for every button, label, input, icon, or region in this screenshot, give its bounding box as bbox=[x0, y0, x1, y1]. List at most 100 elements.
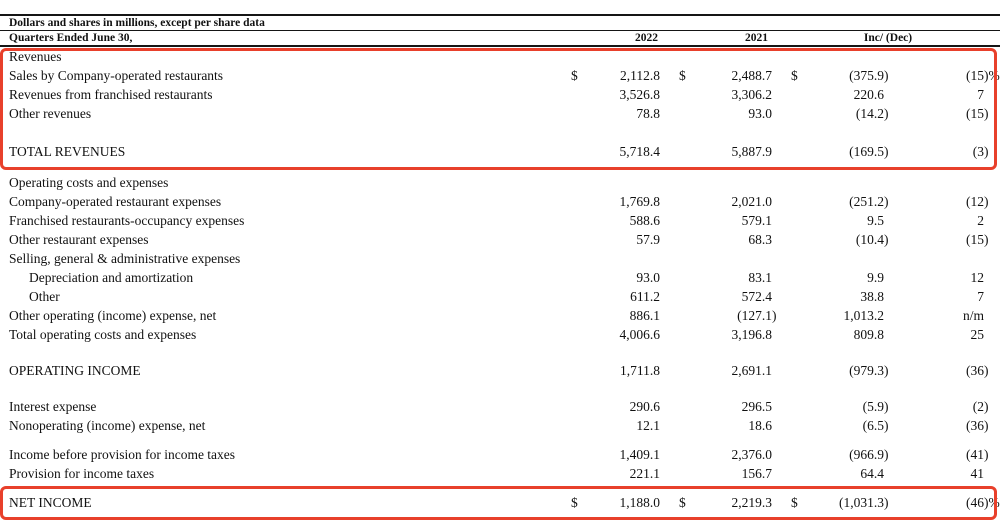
cell-2021: 2,021.0 bbox=[697, 192, 779, 211]
table-row: Interest expense 290.6 296.5 (5.9) (2) bbox=[0, 397, 997, 416]
cell-2021: 68.3 bbox=[697, 230, 779, 249]
cell-value: 7 bbox=[977, 289, 984, 304]
dollar-sign bbox=[779, 104, 809, 123]
cell-value: (251.2 bbox=[849, 194, 884, 209]
cell-value: (15 bbox=[966, 68, 984, 83]
cell-inc-dec bbox=[809, 249, 891, 268]
row-label: Other restaurant expenses bbox=[9, 232, 149, 247]
spacer-row bbox=[0, 435, 997, 445]
cell-value: (36 bbox=[966, 363, 984, 378]
row-label: Total operating costs and expenses bbox=[9, 327, 197, 342]
table-row: Other 611.2 572.4 38.8 7 bbox=[0, 287, 997, 306]
dollar-sign bbox=[667, 104, 697, 123]
cell-inc-dec: 220.6 bbox=[809, 85, 891, 104]
cell-value: 5,887.9 bbox=[731, 144, 773, 159]
cell-2022: 12.1 bbox=[588, 416, 667, 435]
cell-2022: 5,718.4 bbox=[588, 142, 667, 161]
cell-value: 68.3 bbox=[748, 232, 772, 247]
cell-value: 12 bbox=[970, 270, 985, 285]
cell-2022: 1,188.0 bbox=[588, 493, 667, 512]
dollar-sign bbox=[779, 211, 809, 230]
dollar-sign bbox=[779, 325, 809, 344]
dollar-sign bbox=[779, 85, 809, 104]
cell-value: (1,031.3 bbox=[839, 495, 884, 510]
cell-value: 38.8 bbox=[860, 289, 884, 304]
section-row: Selling, general & administrative expens… bbox=[0, 249, 997, 268]
dollar-sign bbox=[779, 142, 809, 161]
dollar-sign bbox=[667, 142, 697, 161]
cell-suffix: ) bbox=[984, 144, 989, 159]
cell-2022: 3,526.8 bbox=[588, 85, 667, 104]
cell-value: 1,409.1 bbox=[619, 447, 661, 462]
cell-suffix: ) bbox=[984, 194, 989, 209]
dollar-sign bbox=[568, 464, 588, 483]
cell-value: (36 bbox=[966, 418, 984, 433]
cell-suffix: ) bbox=[884, 495, 889, 510]
row-label: Income before provision for income taxes bbox=[9, 447, 236, 462]
spacer-row bbox=[0, 161, 997, 173]
cell-value: (5.9 bbox=[862, 399, 884, 414]
dollar-sign bbox=[779, 192, 809, 211]
dollar-sign bbox=[779, 464, 809, 483]
cell-inc-dec: (5.9) bbox=[809, 397, 891, 416]
dollar-sign bbox=[568, 361, 588, 380]
cell-2022: 1,769.8 bbox=[588, 192, 667, 211]
cell-value: 4,006.6 bbox=[619, 327, 661, 342]
cell-value: 2 bbox=[977, 213, 984, 228]
row-label: Other operating (income) expense, net bbox=[9, 308, 217, 323]
row-label: Nonoperating (income) expense, net bbox=[9, 418, 206, 433]
dollar-sign: $ bbox=[791, 495, 798, 510]
cell-2022 bbox=[588, 47, 667, 66]
cell-value: 1,188.0 bbox=[619, 495, 661, 510]
dollar-sign bbox=[779, 47, 809, 66]
cell-suffix: ) bbox=[984, 232, 989, 247]
cell-suffix: )% bbox=[984, 495, 1000, 510]
table-row: OPERATING INCOME 1,711.8 2,691.1 (979.3) (36… bbox=[0, 361, 997, 380]
cell-2021: 3,306.2 bbox=[697, 85, 779, 104]
cell-inc-dec: (966.9) bbox=[809, 445, 891, 464]
cell-value: 579.1 bbox=[741, 213, 772, 228]
cell-2021: 93.0 bbox=[697, 104, 779, 123]
cell-percent: (12) bbox=[891, 192, 997, 211]
dollar-sign bbox=[667, 249, 697, 268]
cell-2022: 93.0 bbox=[588, 268, 667, 287]
cell-inc-dec: (6.5) bbox=[809, 416, 891, 435]
dollar-sign bbox=[667, 211, 697, 230]
cell-suffix: ) bbox=[884, 144, 889, 159]
dollar-sign bbox=[667, 268, 697, 287]
dollar-sign bbox=[568, 397, 588, 416]
cell-percent bbox=[891, 173, 997, 192]
row-label: NET INCOME bbox=[9, 495, 92, 510]
cell-suffix: ) bbox=[884, 194, 889, 209]
cell-inc-dec bbox=[809, 47, 891, 66]
table-row: Nonoperating (income) expense, net 12.1 18… bbox=[0, 416, 997, 435]
dollar-sign bbox=[568, 192, 588, 211]
cell-value: (10.4 bbox=[855, 232, 884, 247]
cell-value: 290.6 bbox=[629, 399, 660, 414]
cell-suffix: ) bbox=[884, 232, 889, 247]
cell-2022: 221.1 bbox=[588, 464, 667, 483]
dollar-sign bbox=[568, 230, 588, 249]
cell-percent: 25 bbox=[891, 325, 997, 344]
cell-2021 bbox=[697, 47, 779, 66]
cell-2021: 579.1 bbox=[697, 211, 779, 230]
cell-value: 221.1 bbox=[629, 466, 660, 481]
cell-2021: 572.4 bbox=[697, 287, 779, 306]
cell-percent: 12 bbox=[891, 268, 997, 287]
cell-2021: 2,376.0 bbox=[697, 445, 779, 464]
cell-percent: (36) bbox=[891, 361, 997, 380]
cell-value: 64.4 bbox=[860, 466, 884, 481]
dollar-sign bbox=[568, 211, 588, 230]
cell-value: (15 bbox=[966, 106, 984, 121]
table-row: Other revenues 78.8 93.0 (14.2) (15) bbox=[0, 104, 997, 123]
cell-value: 886.1 bbox=[629, 308, 660, 323]
cell-value: 2,488.7 bbox=[731, 68, 773, 83]
dollar-sign bbox=[568, 85, 588, 104]
cell-inc-dec: (979.3) bbox=[809, 361, 891, 380]
row-label: Revenues from franchised restaurants bbox=[9, 87, 213, 102]
spacer-row bbox=[0, 344, 997, 361]
cell-2021: 3,196.8 bbox=[697, 325, 779, 344]
period-label: Quarters Ended June 30, bbox=[9, 32, 133, 44]
cell-inc-dec: (169.5) bbox=[809, 142, 891, 161]
dollar-sign: $ bbox=[679, 495, 686, 510]
